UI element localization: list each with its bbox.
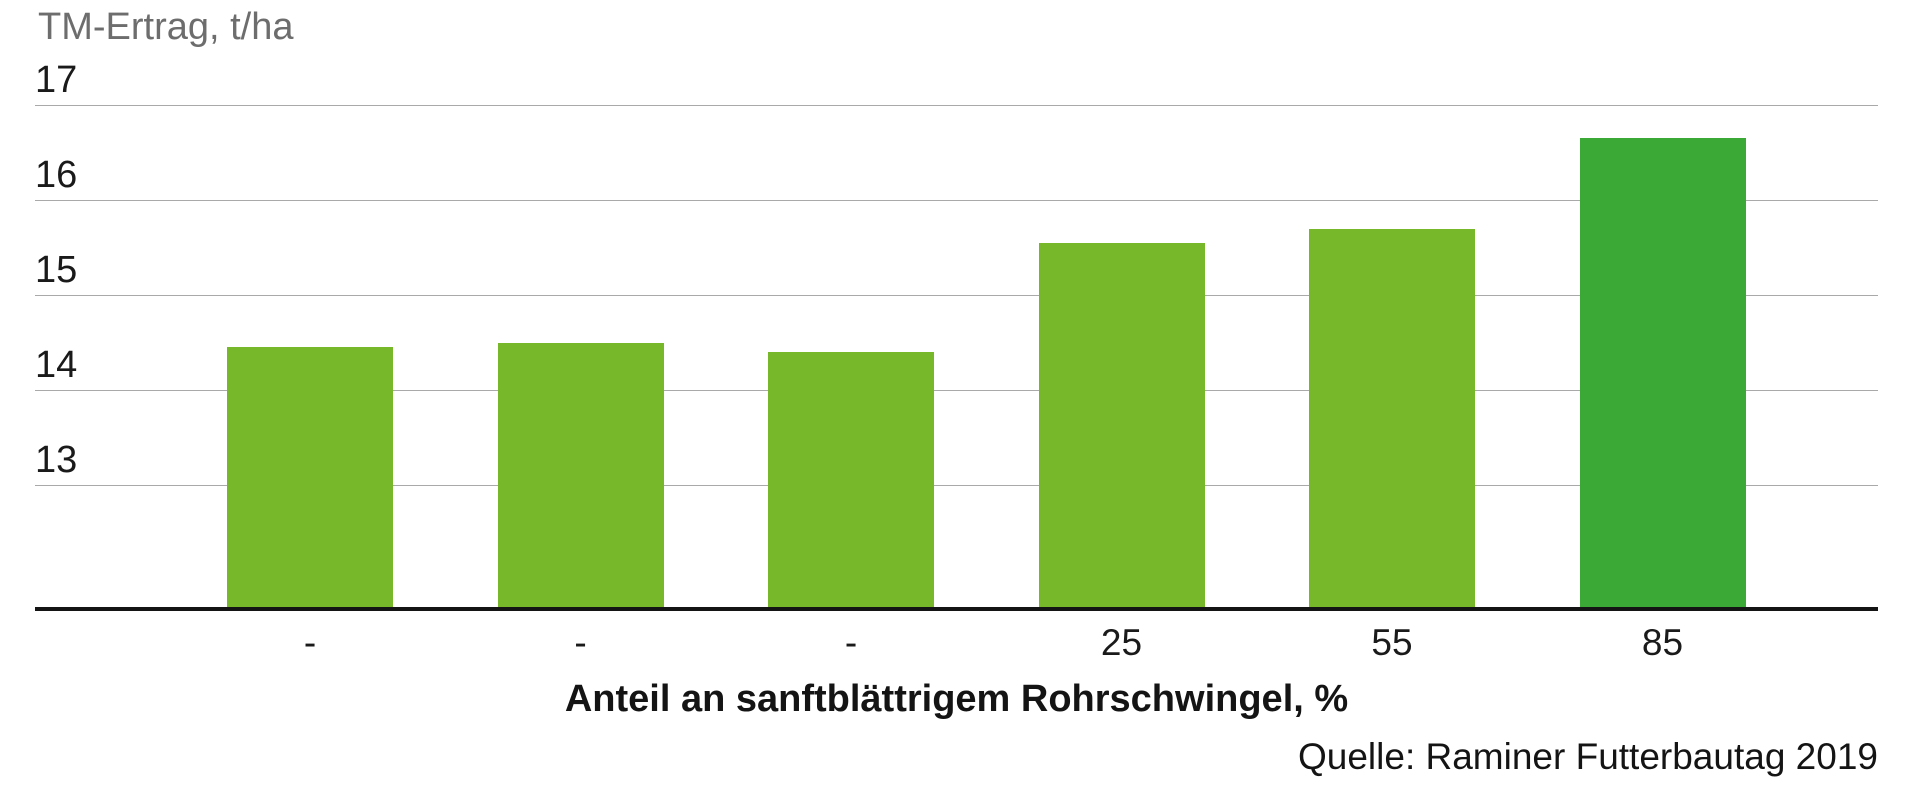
gridline-14: [35, 390, 1878, 392]
y-tick-label: 14: [35, 344, 78, 387]
y-tick-label: 13: [35, 439, 78, 482]
chart-title: TM-Ertrag, t/ha: [38, 6, 294, 48]
x-tick-label: 25: [1100, 622, 1143, 663]
bar-3: [768, 352, 934, 609]
x-tick-label: -: [574, 622, 587, 663]
y-tick-label: 16: [35, 154, 78, 197]
x-tick-label: 55: [1371, 622, 1413, 663]
bar-2: [497, 342, 664, 609]
gridline-16: [35, 200, 1878, 202]
gridline-15: [35, 295, 1878, 297]
y-tick-label: 15: [35, 249, 78, 292]
gridline-13: [35, 485, 1878, 487]
bar-5: [1309, 228, 1475, 609]
gridline-17: [35, 105, 1878, 106]
source-caption: Quelle: Raminer Futterbautag 2019: [1297, 736, 1878, 777]
bar-1: [227, 347, 393, 609]
x-tick-label: 85: [1641, 622, 1684, 663]
x-tick-label: -: [303, 622, 317, 663]
bar-6: [1579, 138, 1746, 609]
y-tick-label: 17: [35, 59, 78, 101]
bar-4: [1038, 242, 1205, 609]
x-tick-label: -: [844, 622, 858, 663]
x-axis-title: Anteil an sanftblättrigem Rohrschwingel,…: [564, 678, 1349, 720]
x-axis-line: [35, 607, 1878, 611]
